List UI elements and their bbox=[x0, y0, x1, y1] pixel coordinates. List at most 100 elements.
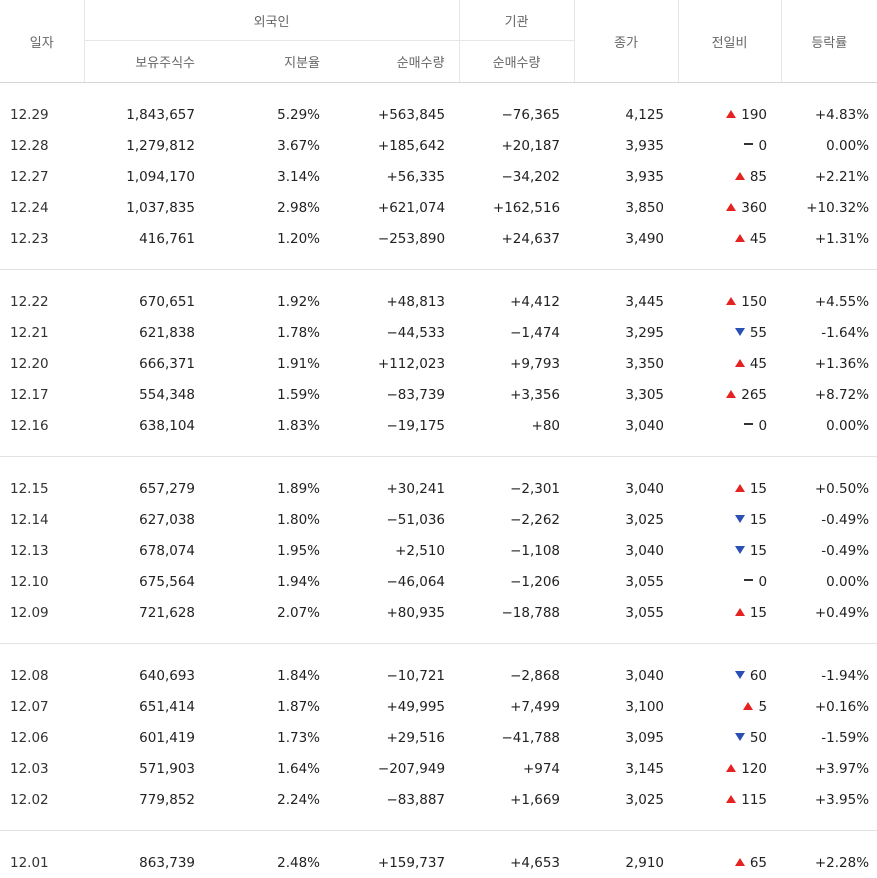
cell-foreign-net: −46,064 bbox=[334, 566, 459, 597]
cell-inst-net: +9,793 bbox=[459, 348, 574, 379]
cell-foreign-net: −44,533 bbox=[334, 317, 459, 348]
cell-change: 190 bbox=[678, 99, 781, 130]
header-share: 지분율 bbox=[209, 41, 334, 83]
cell-change: 15 bbox=[678, 473, 781, 504]
cell-close: 3,055 bbox=[574, 566, 678, 597]
cell-change-value: 120 bbox=[741, 761, 767, 777]
cell-inst-net: +974 bbox=[459, 753, 574, 784]
cell-change: 15 bbox=[678, 535, 781, 566]
cell-date: 12.14 bbox=[0, 504, 84, 535]
group-divider bbox=[0, 815, 877, 831]
cell-date: 12.02 bbox=[0, 784, 84, 815]
cell-holdings: 678,074 bbox=[84, 535, 209, 566]
cell-holdings: 666,371 bbox=[84, 348, 209, 379]
cell-share: 1.83% bbox=[209, 410, 334, 441]
header-date: 일자 bbox=[0, 0, 84, 83]
triangle-down-icon bbox=[735, 546, 745, 554]
cell-foreign-net: −253,890 bbox=[334, 223, 459, 254]
cell-holdings: 1,843,657 bbox=[84, 99, 209, 130]
cell-close: 2,910 bbox=[574, 847, 678, 878]
cell-rate: +0.16% bbox=[781, 691, 877, 722]
cell-rate: +4.55% bbox=[781, 286, 877, 317]
cell-close: 3,350 bbox=[574, 348, 678, 379]
cell-share: 1.91% bbox=[209, 348, 334, 379]
cell-change: 85 bbox=[678, 161, 781, 192]
cell-close: 3,305 bbox=[574, 379, 678, 410]
header-change: 전일비 bbox=[678, 0, 781, 83]
cell-rate: 0.00% bbox=[781, 410, 877, 441]
cell-holdings: 601,419 bbox=[84, 722, 209, 753]
cell-share: 3.67% bbox=[209, 130, 334, 161]
cell-change: 15 bbox=[678, 504, 781, 535]
header-institution: 기관 bbox=[459, 0, 574, 41]
cell-change: 5 bbox=[678, 691, 781, 722]
table-header: 일자 외국인 기관 종가 전일비 등락률 보유주식수 지분율 순매수량 순매수량 bbox=[0, 0, 877, 83]
cell-holdings: 1,037,835 bbox=[84, 192, 209, 223]
cell-share: 1.80% bbox=[209, 504, 334, 535]
cell-change-value: 15 bbox=[750, 481, 767, 497]
cell-change-value: 45 bbox=[750, 231, 767, 247]
cell-holdings: 640,693 bbox=[84, 660, 209, 691]
header-close: 종가 bbox=[574, 0, 678, 83]
cell-holdings: 638,104 bbox=[84, 410, 209, 441]
cell-date: 12.09 bbox=[0, 597, 84, 628]
cell-inst-net: −1,474 bbox=[459, 317, 574, 348]
cell-change-value: 65 bbox=[750, 855, 767, 871]
cell-change: 55 bbox=[678, 317, 781, 348]
cell-date: 12.10 bbox=[0, 566, 84, 597]
cell-close: 3,025 bbox=[574, 784, 678, 815]
cell-holdings: 1,094,170 bbox=[84, 161, 209, 192]
cell-close: 3,490 bbox=[574, 223, 678, 254]
cell-rate: +4.83% bbox=[781, 99, 877, 130]
cell-change: 120 bbox=[678, 753, 781, 784]
cell-holdings: 416,761 bbox=[84, 223, 209, 254]
cell-change: 45 bbox=[678, 223, 781, 254]
cell-inst-net: +20,187 bbox=[459, 130, 574, 161]
cell-change: 0 bbox=[678, 130, 781, 161]
cell-foreign-net: +185,642 bbox=[334, 130, 459, 161]
cell-inst-net: −41,788 bbox=[459, 722, 574, 753]
dash-icon bbox=[744, 143, 753, 145]
triangle-down-icon bbox=[735, 515, 745, 523]
cell-rate: +1.36% bbox=[781, 348, 877, 379]
group-spacer bbox=[0, 83, 877, 100]
cell-change-value: 15 bbox=[750, 605, 767, 621]
cell-date: 12.15 bbox=[0, 473, 84, 504]
cell-foreign-net: −19,175 bbox=[334, 410, 459, 441]
cell-foreign-net: +621,074 bbox=[334, 192, 459, 223]
cell-holdings: 571,903 bbox=[84, 753, 209, 784]
cell-inst-net: −2,301 bbox=[459, 473, 574, 504]
cell-change-value: 265 bbox=[741, 387, 767, 403]
cell-close: 3,040 bbox=[574, 473, 678, 504]
cell-change-value: 150 bbox=[741, 294, 767, 310]
triangle-up-icon bbox=[726, 390, 736, 398]
cell-change: 65 bbox=[678, 847, 781, 878]
cell-foreign-net: +48,813 bbox=[334, 286, 459, 317]
cell-date: 12.13 bbox=[0, 535, 84, 566]
cell-inst-net: −18,788 bbox=[459, 597, 574, 628]
cell-date: 12.03 bbox=[0, 753, 84, 784]
cell-date: 12.24 bbox=[0, 192, 84, 223]
cell-date: 12.20 bbox=[0, 348, 84, 379]
cell-share: 2.24% bbox=[209, 784, 334, 815]
cell-close: 3,100 bbox=[574, 691, 678, 722]
triangle-up-icon bbox=[735, 858, 745, 866]
header-holdings: 보유주식수 bbox=[84, 41, 209, 83]
cell-foreign-net: −207,949 bbox=[334, 753, 459, 784]
cell-rate: -1.64% bbox=[781, 317, 877, 348]
group-divider bbox=[0, 254, 877, 270]
cell-change-value: 15 bbox=[750, 512, 767, 528]
cell-close: 3,040 bbox=[574, 535, 678, 566]
header-inst-net: 순매수량 bbox=[459, 41, 574, 83]
cell-close: 3,055 bbox=[574, 597, 678, 628]
cell-date: 12.29 bbox=[0, 99, 84, 130]
cell-share: 2.48% bbox=[209, 847, 334, 878]
cell-holdings: 651,414 bbox=[84, 691, 209, 722]
cell-date: 12.16 bbox=[0, 410, 84, 441]
cell-close: 3,025 bbox=[574, 504, 678, 535]
cell-date: 12.28 bbox=[0, 130, 84, 161]
cell-rate: -0.49% bbox=[781, 504, 877, 535]
